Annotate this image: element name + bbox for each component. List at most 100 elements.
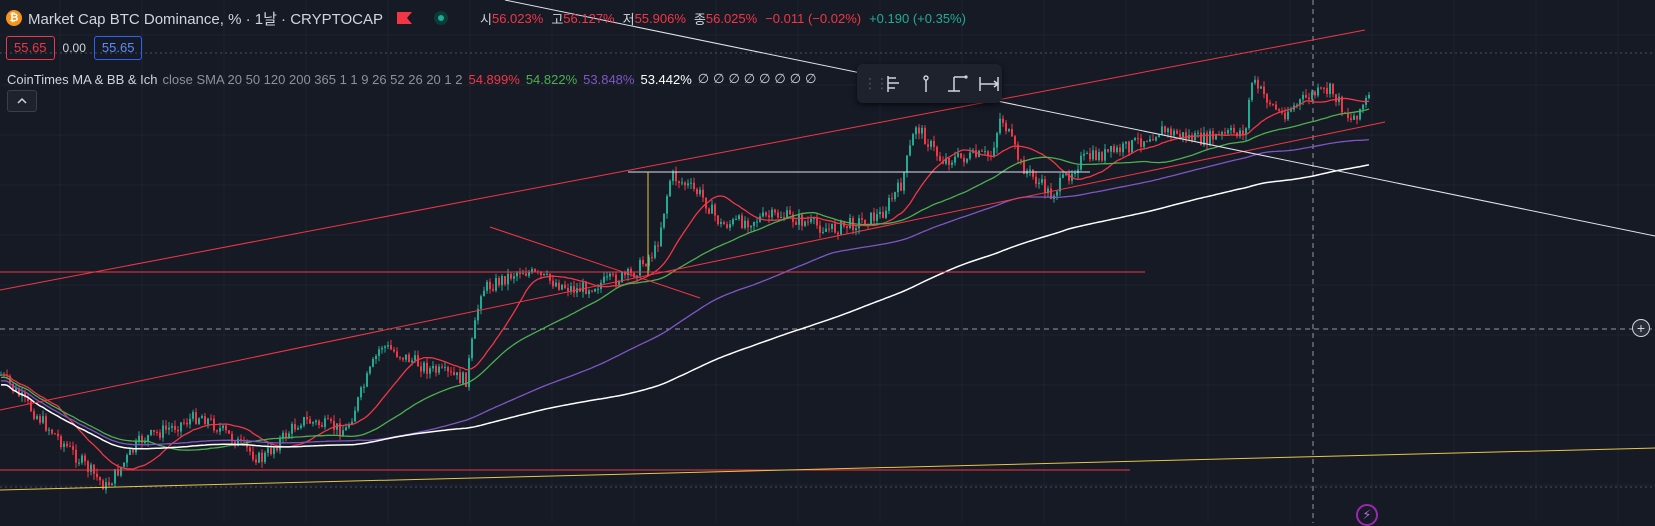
market-status-icon[interactable] [434,11,449,25]
ma-50-line [0,108,1370,451]
indicator-name[interactable]: CoinTimes MA & BB & Ich [7,71,158,87]
add-alert-plus-icon[interactable]: + [1632,319,1650,337]
candle-body [1203,132,1205,146]
candle-body [438,366,440,373]
candle-body [372,359,374,367]
candle-body [414,355,416,361]
candle-body [891,198,893,200]
candle-body [1035,176,1037,184]
symbol-title[interactable]: Market Cap BTC Dominance, % · 1날 · CRYPT… [28,10,384,28]
candle-body [1254,79,1256,83]
candle-body [816,218,818,226]
candle-body [240,438,242,440]
candle-body [399,356,401,358]
candle-body [222,425,224,429]
candle-body [57,433,59,437]
candle-body [834,223,836,233]
candle-body [396,351,398,357]
candle-body [144,441,146,443]
flag-icon[interactable] [397,12,413,24]
candle-body [123,462,125,467]
candle-body [1239,130,1241,137]
candle-body [219,428,221,432]
candle-body [1266,94,1268,103]
date-range-icon[interactable] [976,70,1002,98]
candle-body [948,157,950,165]
candle-body [1320,87,1322,89]
collapse-legend-button[interactable] [7,90,37,112]
indicator-legend[interactable]: CoinTimes MA & BB & Ich close SMA 20 50 … [7,71,820,87]
candle-body [159,432,161,438]
candle-body [48,429,50,431]
candle-body [465,372,467,387]
candle-body [1245,128,1247,136]
candle-body [1140,138,1142,147]
candle-body [24,392,26,397]
candle-body [708,208,710,214]
candle-body [1059,177,1061,192]
candle-body [753,221,755,226]
candle-body [927,144,929,147]
candle-body [267,448,269,453]
candle-body [1359,109,1361,120]
candle-body [1215,133,1217,140]
candle-body [780,217,782,219]
candle-body [1284,112,1286,120]
candle-body [459,372,461,384]
anchor-flag-icon[interactable] [881,70,907,98]
candle-body [111,483,113,486]
candle-body [1014,136,1016,145]
price-range-icon[interactable] [945,70,971,98]
candle-body [906,155,908,173]
candle-body [321,424,323,427]
candle-body [1287,111,1289,120]
candle-body [1077,169,1079,173]
candle-body [435,365,437,373]
candle-body [390,345,392,350]
sell-price-button[interactable]: 55.65 [6,36,55,60]
candle-body [573,286,575,293]
candle-body [981,150,983,152]
candle-body [447,367,449,372]
indicator-value-2: 54.822% [525,71,578,87]
candle-body [1221,132,1223,135]
candle-body [900,182,902,191]
candle-body [237,438,239,447]
candle-body [417,355,419,367]
candle-body [150,429,152,436]
candle-body [450,371,452,373]
open-value: 56.023% [491,10,544,26]
candle-body [1314,91,1316,96]
candle-body [1317,87,1319,96]
candle-body [408,354,410,363]
candle-body [615,274,617,285]
candle-body [1137,138,1139,140]
candle-body [846,226,848,228]
candle-body [732,219,734,225]
candle-body [1116,147,1118,153]
bar-marker-icon[interactable] [913,70,939,98]
candle-body [939,156,941,161]
candle-body [864,219,866,225]
candle-body [681,182,683,184]
drag-handle-icon[interactable]: ⋮⋮ [863,75,889,91]
candle-body [258,452,260,463]
candle-body [333,420,335,430]
buy-price-button[interactable]: 55.65 [93,36,143,60]
candle-body [999,118,1001,134]
candle-body [1290,109,1292,112]
candle-body [1086,153,1088,155]
candle-body [564,284,566,288]
candle-body [747,220,749,228]
drawing-toolbar[interactable]: ⋮⋮ [857,64,1002,103]
candle-body [180,422,182,432]
candle-body [651,257,653,259]
candle-body [51,429,53,434]
candle-body [126,455,128,463]
candle-body [495,277,497,291]
chart-legend-header: ₿ Market Cap BTC Dominance, % · 1날 · CRY… [6,6,966,30]
candle-body [726,224,728,228]
candle-body [462,372,464,384]
candle-body [1152,139,1154,141]
